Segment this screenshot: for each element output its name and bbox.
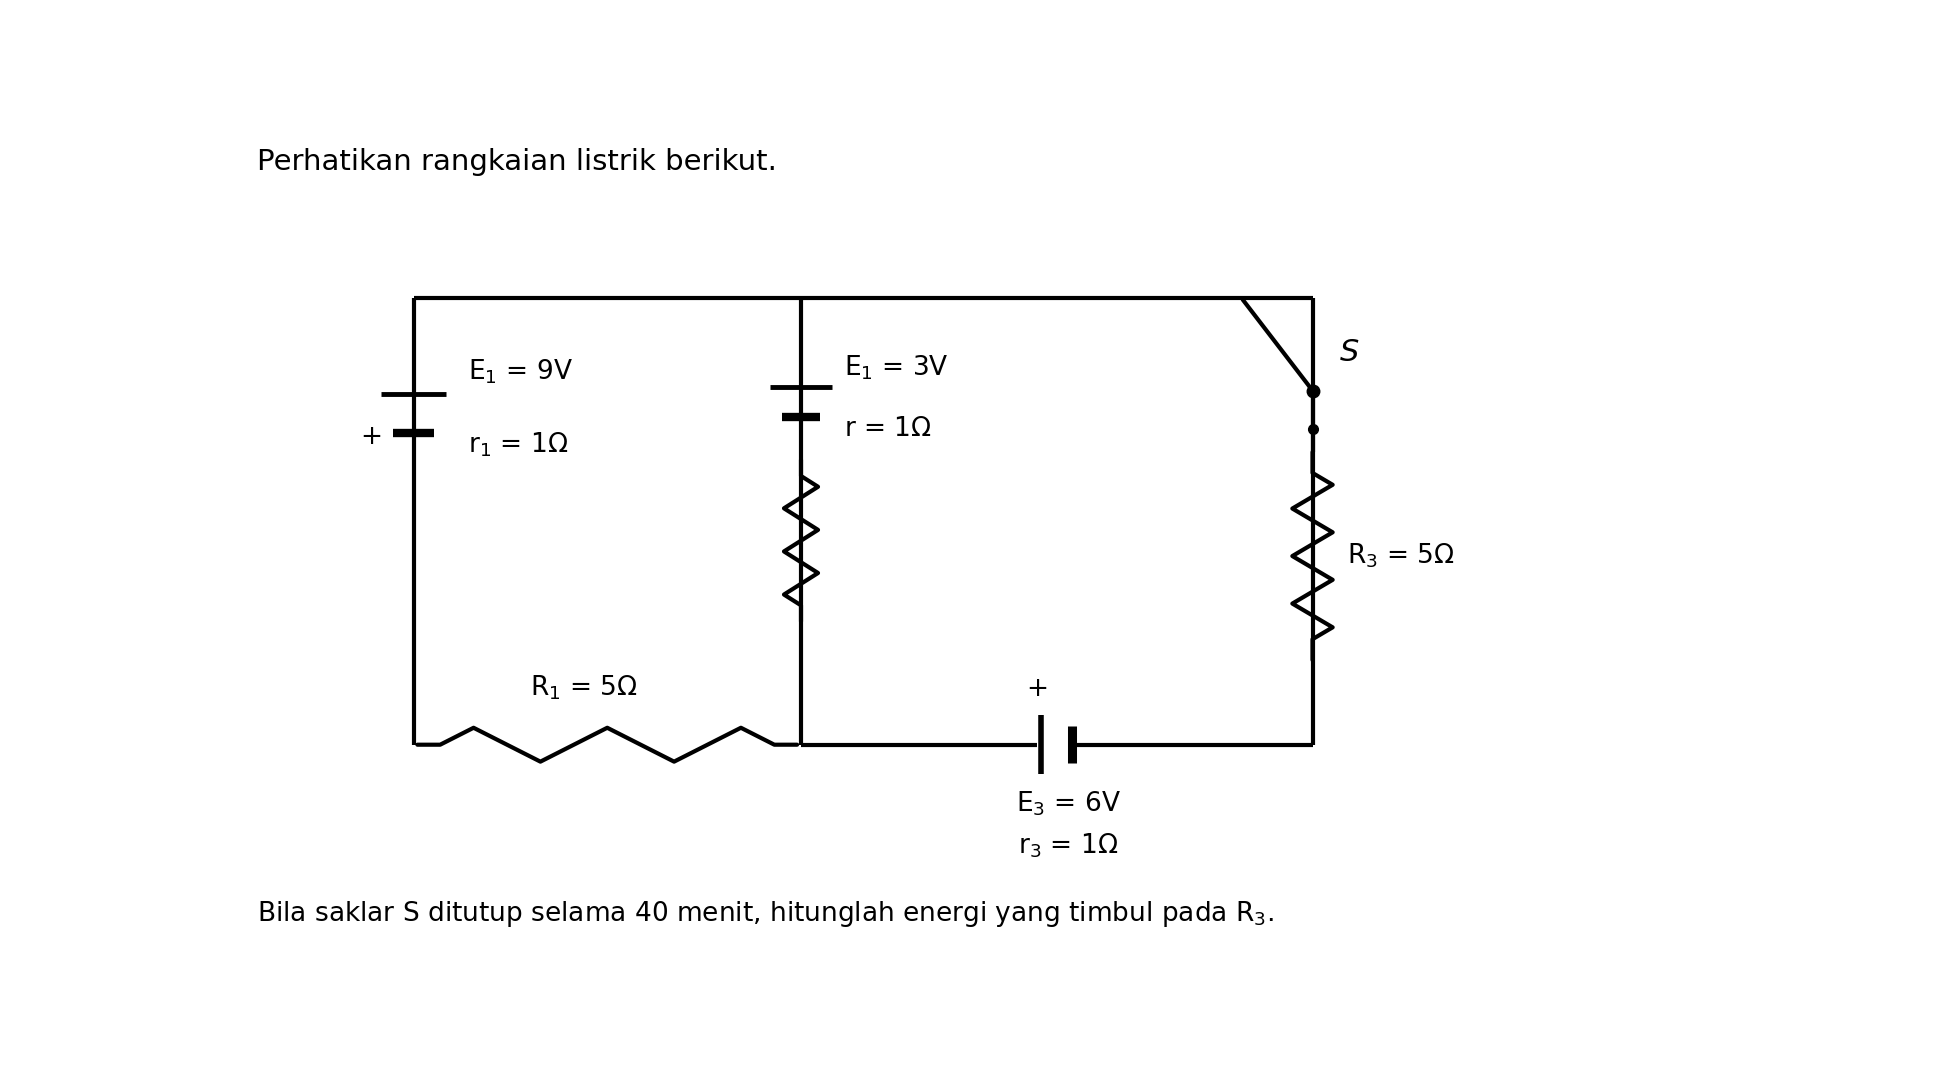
Text: R$_3$ = 5$\Omega$: R$_3$ = 5$\Omega$ (1347, 542, 1456, 571)
Text: E$_1$ = 9V: E$_1$ = 9V (469, 357, 573, 385)
Text: +: + (360, 424, 381, 450)
Text: S: S (1339, 338, 1359, 367)
Text: E$_3$ = 6V: E$_3$ = 6V (1017, 790, 1122, 818)
Text: r$_1$ = 1$\Omega$: r$_1$ = 1$\Omega$ (469, 431, 568, 459)
Text: r = 1$\Omega$: r = 1$\Omega$ (844, 416, 931, 442)
Text: Perhatikan rangkaian listrik berikut.: Perhatikan rangkaian listrik berikut. (257, 148, 778, 176)
Text: Bila saklar S ditutup selama 40 menit, hitunglah energi yang timbul pada R$_3$.: Bila saklar S ditutup selama 40 menit, h… (257, 899, 1273, 929)
Text: R$_1$ = 5$\Omega$: R$_1$ = 5$\Omega$ (531, 674, 638, 702)
Text: +: + (1026, 675, 1048, 701)
Text: r$_3$ = 1$\Omega$: r$_3$ = 1$\Omega$ (1019, 832, 1118, 860)
Text: E$_1$ = 3V: E$_1$ = 3V (844, 353, 949, 382)
